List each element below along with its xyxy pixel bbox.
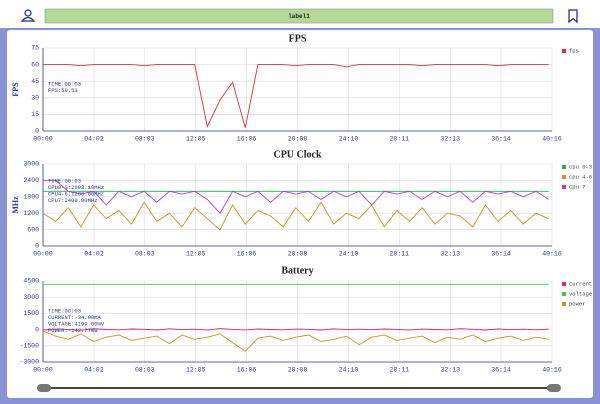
y-tick-label: 60 (31, 61, 39, 68)
legend-label: voltage (569, 290, 592, 297)
label-bar (44, 8, 554, 24)
x-tick-label: 12:05 (186, 136, 206, 143)
x-tick-label: 40:16 (542, 136, 562, 143)
x-tick-label: 28:11 (390, 251, 410, 258)
annotation: CPU0-3:2003.10MHz (48, 184, 104, 191)
legend-label: cpu 4-6 (569, 173, 592, 180)
x-tick-label: 12:05 (186, 251, 206, 258)
annotation: CPU7:2400.00MHz (48, 197, 98, 204)
x-tick-label: 28:11 (390, 367, 410, 374)
x-tick-label: 36:14 (491, 251, 511, 258)
x-tick-label: 04:02 (84, 251, 104, 258)
legend-swatch (562, 302, 566, 306)
x-tick-label: 28:11 (390, 136, 410, 143)
series-line (42, 328, 549, 331)
legend-label: cpu 0-3 (569, 163, 592, 170)
series-line (42, 201, 549, 231)
x-tick-label: 08:03 (135, 251, 155, 258)
x-tick-label: 04:02 (84, 136, 104, 143)
x-tick-label: 24:10 (339, 367, 359, 374)
x-tick-label: 16:06 (237, 251, 257, 258)
x-tick-label: 04:02 (84, 367, 104, 374)
x-tick-label: 24:10 (339, 136, 359, 143)
x-tick-label: 00:00 (33, 367, 53, 374)
slider-handle-right[interactable] (547, 384, 561, 392)
legend-swatch (562, 165, 566, 169)
y-tick-label: -1500 (19, 343, 39, 350)
y-tick-label: 4500 (23, 278, 39, 285)
y-tick-label: 15 (31, 111, 39, 118)
x-tick-label: 00:00 (33, 136, 53, 143)
y-tick-label: 1500 (23, 310, 39, 317)
y-tick-label: 1800 (23, 194, 39, 201)
legend-swatch (562, 185, 566, 189)
annotation: TIME:00:03 (48, 307, 81, 314)
annotation: TIME:00:03 (48, 177, 81, 184)
legend-swatch (562, 282, 566, 286)
annotation: CPU4-6:1200.00MHz (48, 190, 104, 197)
annotation: TIME:00:03 (48, 80, 81, 87)
annotation: VOLTAGE:4199.00mV (48, 320, 105, 327)
y-axis-label: FPS (11, 82, 20, 97)
charts: FPS FPS 0 15 30 45 60 75 00:00 04:02 08:03 12:05 16:… (11, 33, 592, 373)
y-tick-label: 3000 (23, 161, 39, 168)
y-tick-label: 600 (27, 226, 39, 233)
series-line (43, 64, 549, 129)
x-tick-label: 32:13 (440, 251, 460, 258)
x-tick-label: 08:03 (135, 367, 155, 374)
series-line (43, 179, 549, 214)
x-tick-label: 00:00 (33, 251, 53, 258)
x-tick-label: 32:13 (440, 367, 460, 374)
x-tick-label: 20:08 (288, 136, 308, 143)
legend-swatch (562, 49, 566, 53)
y-tick-label: 30 (31, 95, 39, 102)
x-tick-label: 24:10 (339, 251, 359, 258)
chart-title: Battery (281, 265, 313, 276)
y-tick-label: 2400 (23, 177, 39, 184)
legend-label: fps (569, 47, 579, 54)
y-tick-label: 75 (31, 45, 39, 52)
y-tick-label: 0 (35, 243, 39, 250)
label-text: label1 (288, 13, 310, 20)
x-tick-label: 40:16 (542, 367, 562, 374)
annotation: CURRENT:-34.00mA (48, 314, 102, 321)
bookmark-icon[interactable] (568, 9, 578, 24)
y-tick-label: 0 (35, 326, 39, 333)
x-tick-label: 16:06 (237, 367, 257, 374)
annotation: FPS:59.53 (48, 87, 78, 94)
x-tick-label: 12:05 (186, 367, 206, 374)
y-tick-label: 0 (35, 128, 39, 135)
y-tick-label: 45 (31, 78, 39, 85)
y-tick-label: 1200 (23, 210, 39, 217)
panel (7, 30, 593, 398)
legend-label: cpu 7 (569, 183, 586, 190)
y-axis-label: MHz (11, 196, 20, 214)
x-tick-label: 16:06 (237, 136, 257, 143)
legend-swatch (562, 292, 566, 296)
user-icon[interactable] (20, 9, 36, 22)
y-tick-label: 3000 (23, 294, 39, 301)
annotation: POWER:-142.77mW (48, 327, 98, 334)
x-tick-label: 36:14 (491, 136, 511, 143)
chart-title: FPS (289, 33, 307, 44)
x-tick-label: 20:08 (288, 251, 308, 258)
x-tick-label: 20:08 (288, 367, 308, 374)
x-tick-label: 36:14 (491, 367, 511, 374)
x-tick-label: 08:03 (135, 136, 155, 143)
y-tick-label: -3000 (19, 359, 39, 366)
chart-title: CPU Clock (273, 149, 321, 160)
series-line (42, 330, 549, 352)
x-tick-label: 40:16 (542, 251, 562, 258)
legend-swatch (562, 175, 566, 179)
x-tick-label: 32:13 (440, 136, 460, 143)
legend-label: current (569, 280, 592, 287)
legend-label: power (569, 300, 586, 307)
slider-handle-left[interactable] (37, 384, 51, 392)
